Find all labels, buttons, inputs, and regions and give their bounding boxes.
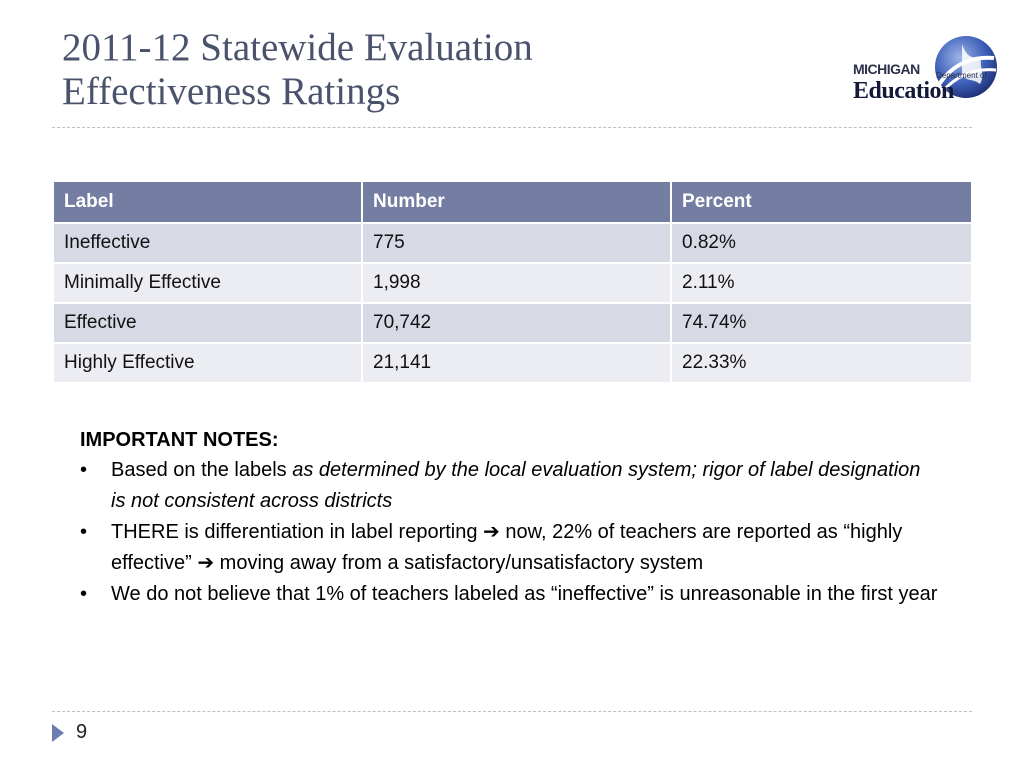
table-row: Effective 70,742 74.74% — [52, 302, 973, 344]
cell-number: 21,141 — [361, 342, 672, 384]
bullet-icon: • — [80, 583, 88, 605]
michigan-education-logo: MICHIGAN Department of Education — [850, 34, 1000, 106]
list-item: • We do not believe that 1% of teachers … — [80, 579, 940, 610]
cell-label: Minimally Effective — [52, 262, 363, 304]
cell-label: Ineffective — [52, 222, 363, 264]
ratings-table: Label Number Percent Ineffective 775 0.8… — [52, 180, 973, 384]
arrow-right-icon: ➔ — [483, 521, 500, 543]
notes-heading: IMPORTANT NOTES: — [80, 429, 279, 451]
note-text: THERE is differentiation in label report… — [111, 521, 484, 543]
bullet-icon: • — [80, 521, 88, 543]
list-item: • THERE is differentiation in label repo… — [80, 517, 940, 579]
title-divider — [52, 127, 972, 128]
table-row: Ineffective 775 0.82% — [52, 222, 973, 264]
footer-divider — [52, 711, 972, 712]
cell-number: 1,998 — [361, 262, 672, 304]
list-item: • Based on the labels as determined by t… — [80, 455, 940, 517]
table-row: Minimally Effective 1,998 2.11% — [52, 262, 973, 304]
cell-percent: 22.33% — [670, 342, 973, 384]
triangle-arrow-icon — [52, 724, 64, 742]
note-text: We do not believe that 1% of teachers la… — [111, 583, 938, 605]
note-text: Based on the labels — [111, 459, 293, 481]
important-notes: IMPORTANT NOTES: • Based on the labels a… — [80, 425, 940, 610]
table-header-row: Label Number Percent — [52, 180, 973, 224]
title-line-2: Effectiveness Ratings — [62, 70, 401, 113]
cell-percent: 74.74% — [670, 302, 973, 344]
logo-education: Education — [853, 78, 954, 104]
michigan-globe-icon — [935, 36, 997, 98]
column-header-number: Number — [361, 180, 672, 224]
column-header-label: Label — [52, 180, 363, 224]
cell-percent: 2.11% — [670, 262, 973, 304]
cell-number: 70,742 — [361, 302, 672, 344]
arrow-right-icon: ➔ — [197, 552, 215, 574]
note-text: now, 22% of teachers are reported as “hi… — [111, 521, 903, 574]
cell-label: Highly Effective — [52, 342, 363, 384]
note-text: moving away from a satisfactory/unsatisf… — [214, 552, 704, 574]
cell-percent: 0.82% — [670, 222, 973, 264]
slide-title: 2011-12 Statewide Evaluation Effectivene… — [62, 26, 782, 114]
logo-department: Department of — [936, 71, 987, 80]
logo-michigan: MICHIGAN — [853, 61, 920, 77]
bullet-icon: • — [80, 459, 88, 481]
cell-label: Effective — [52, 302, 363, 344]
note-text-italic: as determined by the local evaluation sy… — [111, 459, 921, 512]
title-line-1: 2011-12 Statewide Evaluation — [62, 26, 533, 69]
column-header-percent: Percent — [670, 180, 973, 224]
page-number: 9 — [76, 721, 88, 743]
notes-list: • Based on the labels as determined by t… — [80, 455, 940, 610]
cell-number: 775 — [361, 222, 672, 264]
table-row: Highly Effective 21,141 22.33% — [52, 342, 973, 384]
